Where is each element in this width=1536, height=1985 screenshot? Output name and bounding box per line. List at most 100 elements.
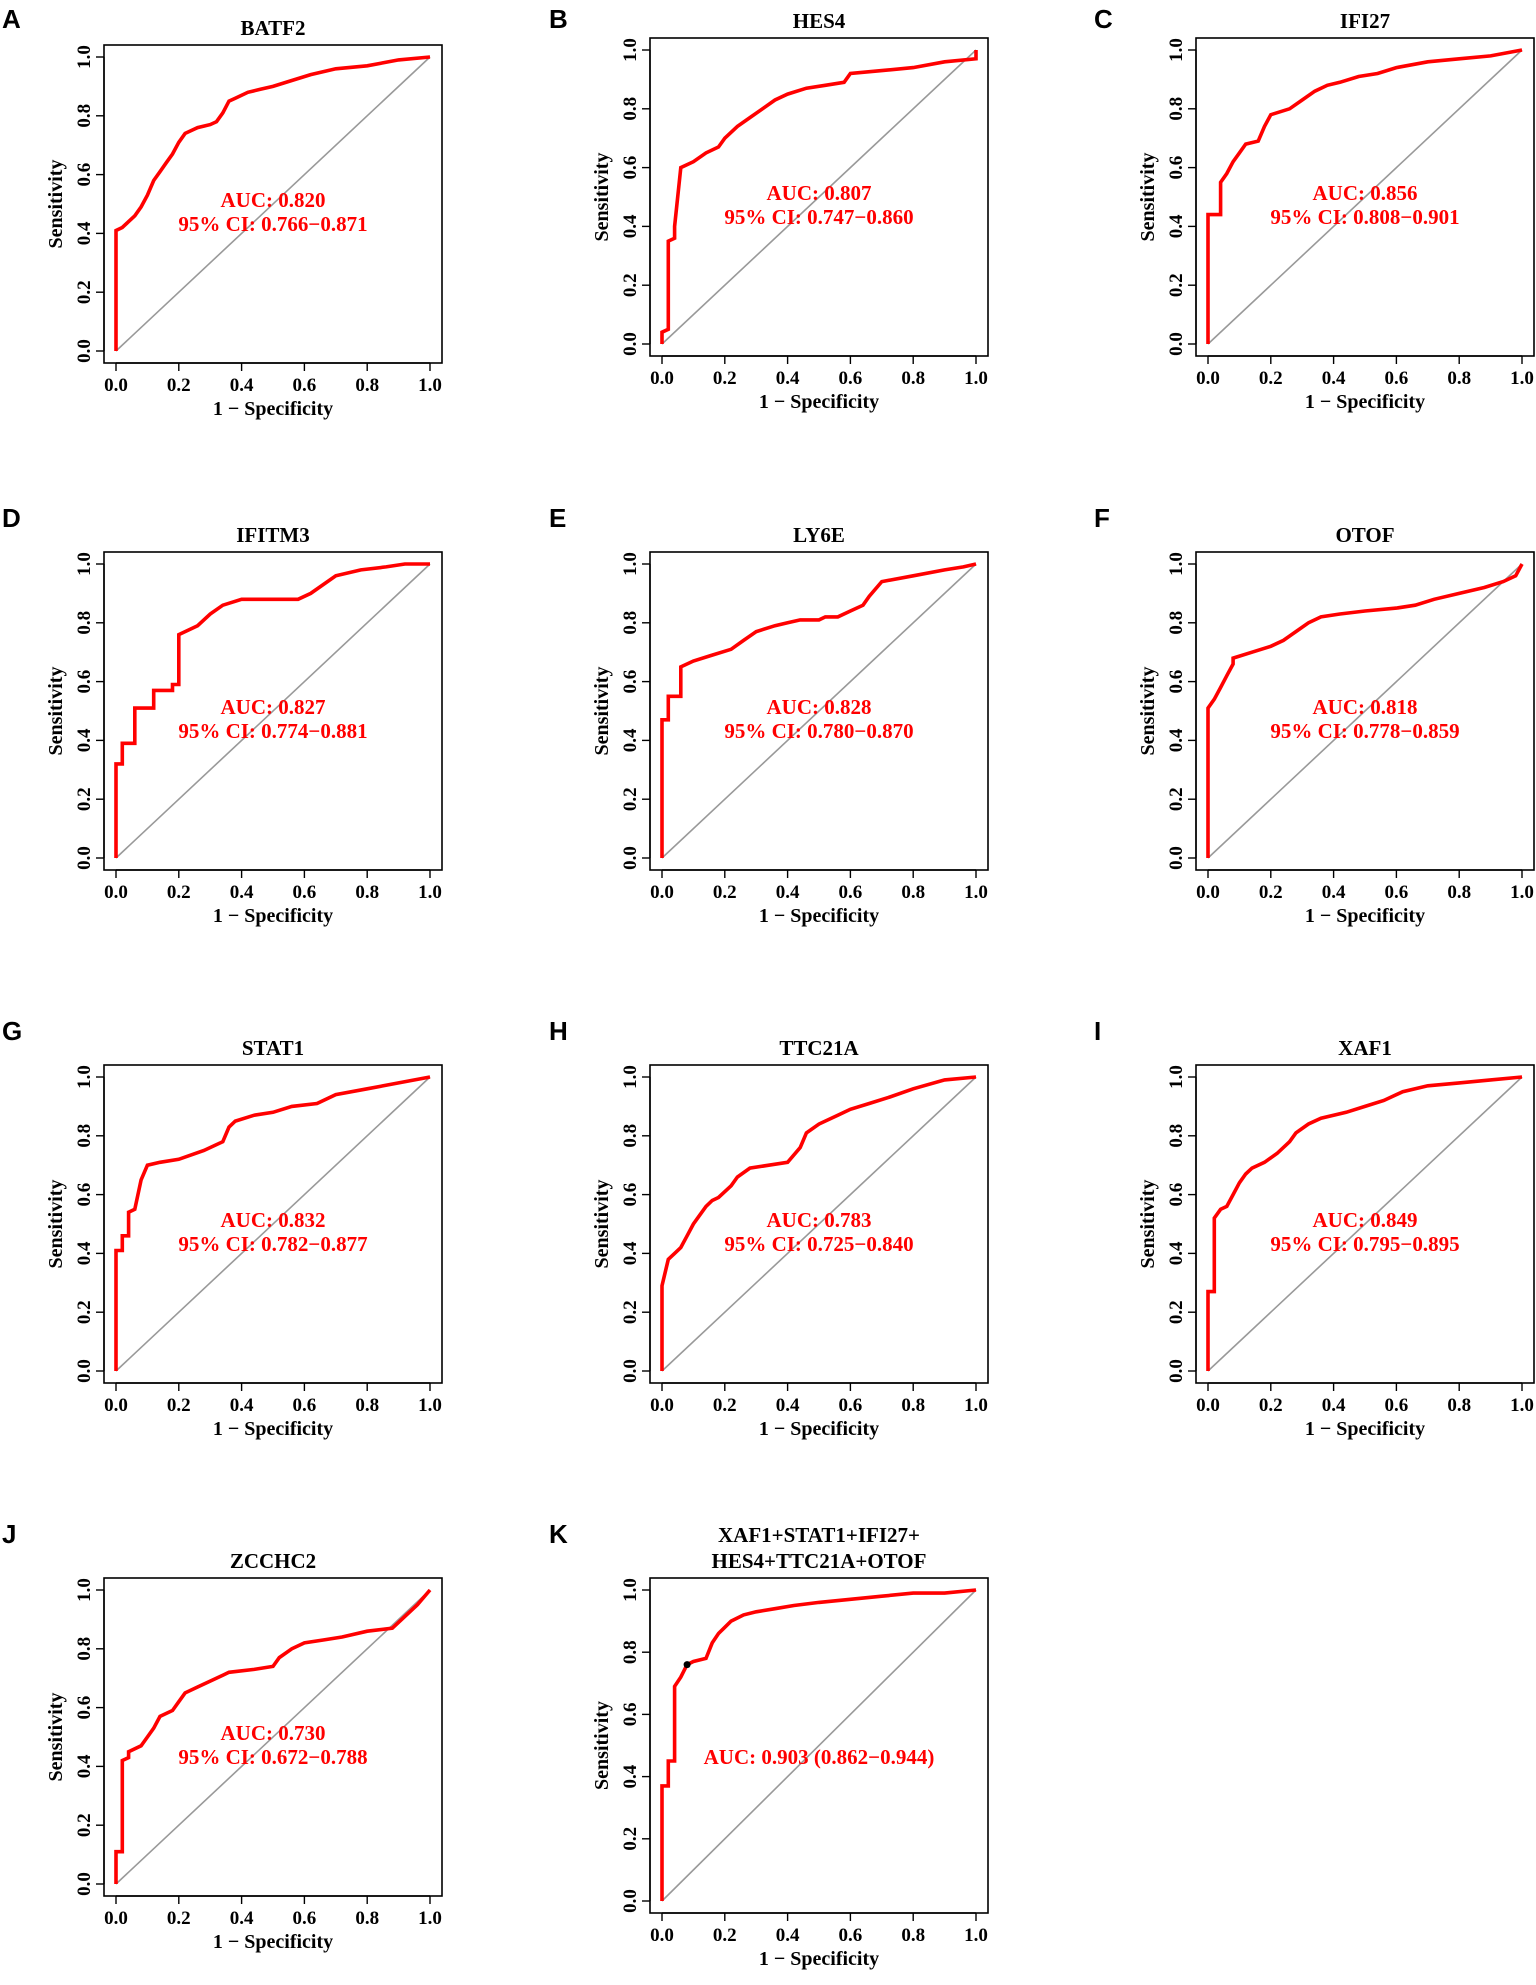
x-tick-label: 0.4 xyxy=(1322,882,1346,903)
auc-annotation: AUC: 0.827 xyxy=(221,695,326,719)
y-tick-label: 1.0 xyxy=(74,552,95,576)
x-axis-label: 1 − Specificity xyxy=(1305,905,1425,927)
auc-annotation: 95% CI: 0.774−0.881 xyxy=(178,719,367,743)
roc-curve xyxy=(114,55,431,351)
y-axis-label: Sensitivity xyxy=(45,1180,67,1269)
y-tick-label: 0.8 xyxy=(74,611,95,635)
y-tick-label: 0.6 xyxy=(620,1703,641,1727)
x-axis-label: 1 − Specificity xyxy=(759,905,879,927)
x-tick-label: 0.2 xyxy=(167,882,191,903)
y-tick-label: 0.0 xyxy=(620,332,641,356)
x-tick-label: 1.0 xyxy=(964,368,988,389)
y-axis-label: Sensitivity xyxy=(45,160,67,249)
x-tick-label: 1.0 xyxy=(1510,882,1534,903)
y-tick-label: 1.0 xyxy=(74,1578,95,1602)
y-tick-label: 0.2 xyxy=(74,280,95,304)
y-tick-label: 0.8 xyxy=(74,104,95,128)
y-tick-label: 0.6 xyxy=(74,1696,95,1720)
roc-curve xyxy=(660,50,978,344)
x-tick-label: 0.2 xyxy=(713,368,737,389)
x-tick-label: 0.6 xyxy=(293,1395,317,1416)
x-tick-label: 0.0 xyxy=(104,1908,128,1929)
y-tick-label: 0.2 xyxy=(620,1827,641,1851)
y-tick-label: 0.4 xyxy=(1166,1241,1187,1265)
y-tick-label: 0.8 xyxy=(620,1124,641,1148)
auc-annotation: 95% CI: 0.795−0.895 xyxy=(1270,1232,1459,1256)
x-tick-label: 0.8 xyxy=(355,882,379,903)
x-axis-label: 1 − Specificity xyxy=(1305,391,1425,413)
y-axis-label: Sensitivity xyxy=(1137,1180,1159,1269)
x-tick-label: 0.6 xyxy=(839,1395,863,1416)
y-tick-label: 0.6 xyxy=(620,156,641,180)
panel-title: IFITM3 xyxy=(236,523,310,547)
y-tick-label: 0.0 xyxy=(74,1359,95,1383)
x-tick-label: 0.2 xyxy=(167,375,191,396)
panel-letter: A xyxy=(2,4,21,34)
x-tick-label: 0.6 xyxy=(293,375,317,396)
x-tick-label: 1.0 xyxy=(964,1925,988,1946)
x-tick-label: 0.2 xyxy=(167,1395,191,1416)
y-tick-label: 0.0 xyxy=(74,846,95,870)
y-tick-label: 0.2 xyxy=(620,1300,641,1324)
auc-annotation: AUC: 0.856 xyxy=(1313,181,1418,205)
auc-annotation: AUC: 0.903 (0.862−0.944) xyxy=(704,1745,935,1769)
y-tick-label: 1.0 xyxy=(74,1065,95,1089)
roc-curve xyxy=(1206,1075,1523,1371)
x-tick-label: 0.0 xyxy=(104,1395,128,1416)
x-tick-label: 0.0 xyxy=(650,882,674,903)
x-tick-label: 0.2 xyxy=(713,882,737,903)
x-tick-label: 0.6 xyxy=(293,1908,317,1929)
x-tick-label: 0.0 xyxy=(650,1395,674,1416)
panel-title: BATF2 xyxy=(241,16,306,40)
y-tick-label: 0.4 xyxy=(74,1241,95,1265)
roc-curve xyxy=(114,562,430,858)
x-tick-label: 0.6 xyxy=(839,882,863,903)
x-tick-label: 0.2 xyxy=(1259,368,1283,389)
y-tick-label: 0.8 xyxy=(1166,97,1187,121)
x-tick-label: 1.0 xyxy=(1510,1395,1534,1416)
y-tick-label: 0.4 xyxy=(1166,214,1187,238)
x-tick-label: 0.0 xyxy=(1196,882,1220,903)
y-tick-label: 0.8 xyxy=(620,611,641,635)
auc-annotation: AUC: 0.820 xyxy=(221,188,326,212)
y-tick-label: 0.0 xyxy=(74,1872,95,1896)
x-tick-label: 0.6 xyxy=(839,368,863,389)
auc-annotation: AUC: 0.807 xyxy=(767,181,872,205)
y-tick-label: 1.0 xyxy=(1166,1065,1187,1089)
x-axis-label: 1 − Specificity xyxy=(213,1931,333,1953)
auc-annotation: AUC: 0.849 xyxy=(1313,1208,1418,1232)
roc-panel-h: H TTC21A 0.0 0.2 0.4 0.6 0.8 1.0 1 − Specificity… xyxy=(549,1016,989,1440)
roc-curve xyxy=(114,1075,431,1371)
y-tick-label: 0.6 xyxy=(620,670,641,694)
y-axis-label: Sensitivity xyxy=(45,667,67,756)
x-tick-label: 0.2 xyxy=(1259,1395,1283,1416)
y-tick-label: 0.4 xyxy=(620,1241,641,1265)
panel-title: IFI27 xyxy=(1340,9,1390,33)
roc-panel-d: D IFITM3 0.0 0.2 0.4 0.6 0.8 1.0 1 − Specificity… xyxy=(2,503,443,927)
x-tick-label: 1.0 xyxy=(418,1908,442,1929)
x-tick-label: 0.4 xyxy=(230,882,254,903)
x-axis-label: 1 − Specificity xyxy=(759,1418,879,1440)
x-tick-label: 0.0 xyxy=(1196,1395,1220,1416)
y-tick-label: 0.0 xyxy=(1166,846,1187,870)
y-tick-label: 0.0 xyxy=(620,1889,641,1913)
roc-curve xyxy=(1206,48,1523,344)
y-tick-label: 0.6 xyxy=(1166,670,1187,694)
reference-diagonal xyxy=(1207,49,1523,345)
y-tick-label: 0.4 xyxy=(74,221,95,245)
auc-annotation: AUC: 0.783 xyxy=(767,1208,872,1232)
panel-title: TTC21A xyxy=(779,1036,859,1060)
y-tick-label: 0.0 xyxy=(1166,1359,1187,1383)
x-tick-label: 0.4 xyxy=(1322,368,1346,389)
x-tick-label: 0.8 xyxy=(355,375,379,396)
y-tick-label: 0.6 xyxy=(1166,156,1187,180)
x-tick-label: 0.6 xyxy=(1385,882,1409,903)
auc-annotation: 95% CI: 0.725−0.840 xyxy=(724,1232,913,1256)
y-tick-label: 0.4 xyxy=(74,1754,95,1778)
panel-title: HES4+TTC21A+OTOF xyxy=(712,1549,927,1573)
